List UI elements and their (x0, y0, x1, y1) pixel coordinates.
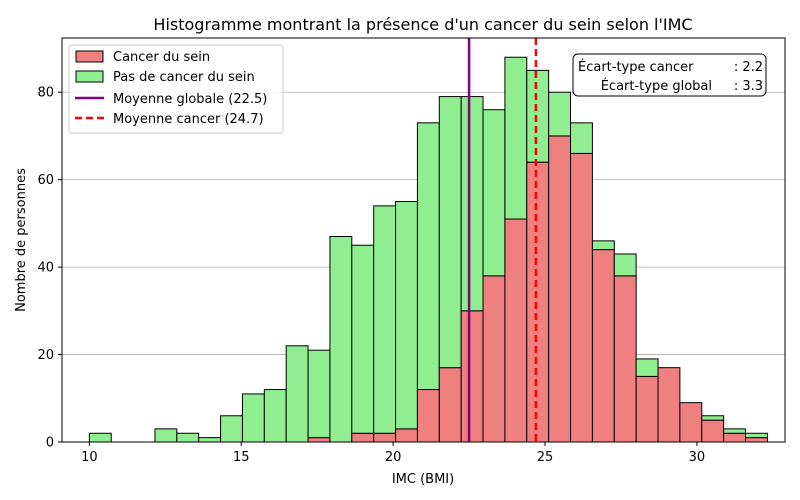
bar-no-cancer (745, 432, 768, 439)
bars (88, 56, 768, 443)
bar-cancer (504, 218, 528, 443)
plot-frame (61, 37, 786, 443)
bar-no-cancer (88, 432, 112, 443)
y-tick-label: 60 (37, 173, 54, 188)
bar-cancer (745, 437, 768, 443)
y-tick-label: 40 (37, 261, 54, 276)
bar-no-cancer (285, 345, 309, 443)
bar-no-cancer (635, 358, 659, 377)
stats-label-global: Écart-type global (601, 78, 712, 94)
legend-label-cancer-mean: Moyenne cancer (24.7) (113, 112, 264, 127)
y-tick-label: 0 (46, 436, 54, 451)
bar-cancer (635, 375, 659, 443)
legend: Cancer du sein Pas de cancer du sein Moy… (68, 44, 284, 134)
mean-lines (467, 38, 538, 442)
legend-swatch-no-cancer (75, 70, 104, 83)
stats-box-frame (572, 53, 767, 97)
bar-no-cancer (482, 109, 506, 277)
stats-value-global: : 3.3 (734, 79, 763, 94)
bar-no-cancer (570, 122, 593, 154)
bar-cancer (570, 152, 593, 443)
legend-label-no-cancer: Pas de cancer du sein (113, 70, 255, 85)
x-tick-label: 10 (81, 450, 98, 465)
bar-cancer (438, 367, 462, 443)
y-tick-label: 20 (37, 348, 54, 363)
bar-cancer (416, 389, 440, 443)
x-tick-label: 25 (537, 450, 554, 465)
legend-swatch-cancer (75, 50, 104, 63)
y-axis-title: Nombre de personnes (14, 168, 29, 312)
bar-cancer (591, 249, 615, 443)
x-axis-title: IMC (BMI) (392, 472, 454, 487)
y-axis: 0 20 40 60 80 (37, 86, 62, 451)
legend-label-cancer: Cancer du sein (113, 50, 210, 65)
bar-no-cancer (395, 201, 418, 430)
y-tick-label: 80 (37, 86, 54, 101)
bar-cancer (701, 419, 725, 443)
bar-no-cancer (526, 69, 550, 163)
bar-no-cancer (307, 349, 331, 439)
bar-no-cancer (613, 253, 637, 277)
bar-cancer (351, 432, 375, 443)
bar-no-cancer (548, 91, 572, 137)
bar-no-cancer (416, 122, 440, 391)
bar-cancer (460, 310, 484, 443)
bar-cancer (395, 428, 418, 443)
bar-cancer (723, 432, 747, 443)
bar-no-cancer (351, 244, 375, 434)
bar-cancer (657, 367, 681, 443)
chart-title: Histogramme montrant la présence d'un ca… (153, 15, 692, 34)
bar-no-cancer (591, 240, 615, 251)
bar-no-cancer (154, 428, 178, 443)
bar-no-cancer (701, 415, 725, 421)
bar-cancer (482, 275, 506, 443)
bar-cancer (307, 437, 331, 443)
bar-cancer (373, 432, 397, 443)
bar-no-cancer (176, 432, 200, 443)
bar-no-cancer (241, 393, 265, 443)
stats-box: Écart-type cancer : 2.2 Écart-type globa… (572, 53, 767, 97)
bar-cancer (526, 161, 550, 443)
legend-box (68, 44, 284, 134)
bar-no-cancer (460, 96, 484, 312)
bar-no-cancer (329, 236, 353, 443)
legend-label-global-mean: Moyenne globale (22.5) (113, 92, 267, 107)
x-tick-label: 15 (233, 450, 250, 465)
bar-cancer (613, 275, 637, 443)
stats-value-cancer: : 2.2 (734, 60, 763, 75)
x-tick-label: 30 (689, 450, 706, 465)
bar-no-cancer (198, 437, 222, 443)
bar-no-cancer (438, 96, 462, 369)
bar-no-cancer (220, 415, 243, 443)
bar-no-cancer (504, 56, 528, 220)
bar-no-cancer (373, 205, 397, 434)
bar-no-cancer (723, 428, 747, 434)
x-axis: 10 15 20 25 30 (81, 442, 705, 465)
bar-cancer (679, 402, 703, 443)
bar-cancer (548, 135, 572, 443)
bar-no-cancer (263, 389, 287, 443)
x-tick-label: 20 (385, 450, 402, 465)
stats-label-cancer: Écart-type cancer (578, 59, 694, 75)
